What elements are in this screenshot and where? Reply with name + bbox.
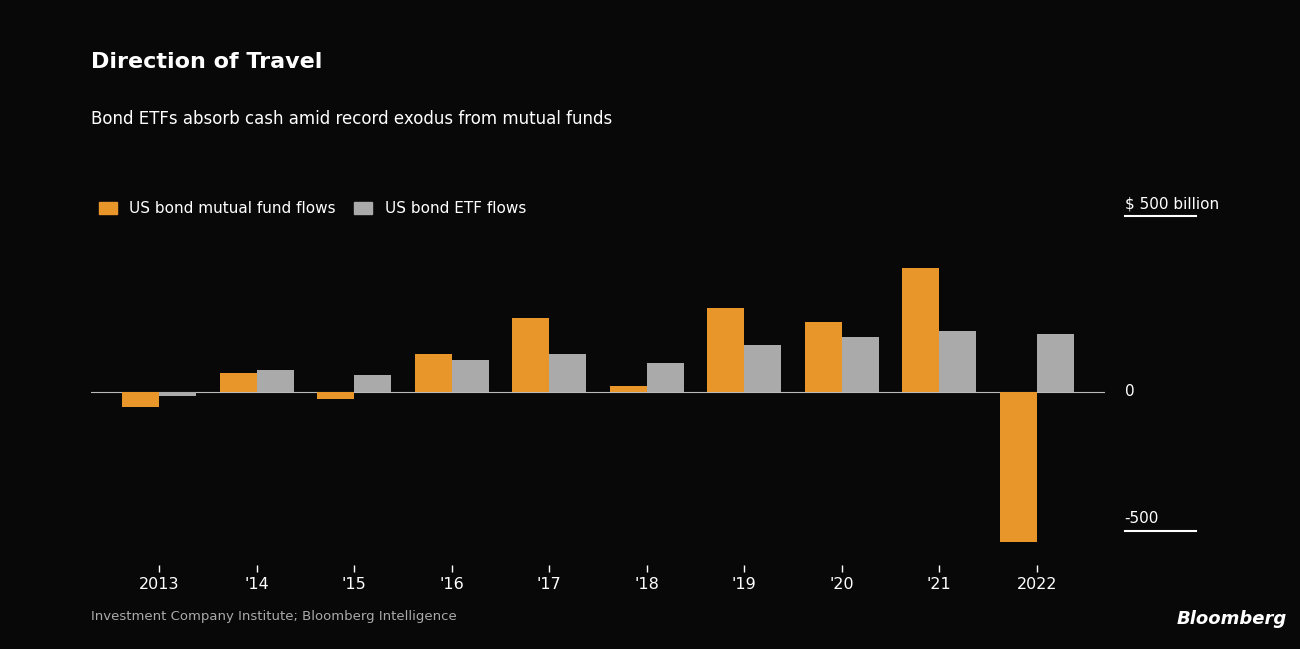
Bar xyxy=(805,323,842,391)
Legend: US bond mutual fund flows, US bond ETF flows: US bond mutual fund flows, US bond ETF f… xyxy=(99,201,526,216)
Bar xyxy=(842,337,879,391)
Bar xyxy=(610,386,647,391)
Bar xyxy=(1037,334,1074,391)
Bar xyxy=(550,354,586,391)
Bar xyxy=(902,267,940,391)
Bar xyxy=(647,363,684,391)
Bar xyxy=(415,354,452,391)
Text: Investment Company Institute; Bloomberg Intelligence: Investment Company Institute; Bloomberg … xyxy=(91,610,456,623)
Bar xyxy=(745,345,781,391)
Text: 0: 0 xyxy=(1124,384,1134,399)
Bar xyxy=(317,391,355,398)
Bar xyxy=(940,331,976,391)
Bar xyxy=(707,308,745,391)
Text: Bond ETFs absorb cash amid record exodus from mutual funds: Bond ETFs absorb cash amid record exodus… xyxy=(91,110,612,129)
Bar xyxy=(1000,391,1037,541)
Bar xyxy=(160,391,196,396)
Bar xyxy=(512,318,550,391)
Text: Bloomberg: Bloomberg xyxy=(1176,610,1287,628)
Bar xyxy=(122,391,160,408)
Text: $ 500 billion: $ 500 billion xyxy=(1124,197,1218,212)
Bar xyxy=(355,375,391,391)
Bar xyxy=(257,370,294,391)
Bar xyxy=(452,360,489,391)
Bar xyxy=(220,373,257,391)
Text: -500: -500 xyxy=(1124,511,1158,526)
Text: Direction of Travel: Direction of Travel xyxy=(91,52,322,72)
